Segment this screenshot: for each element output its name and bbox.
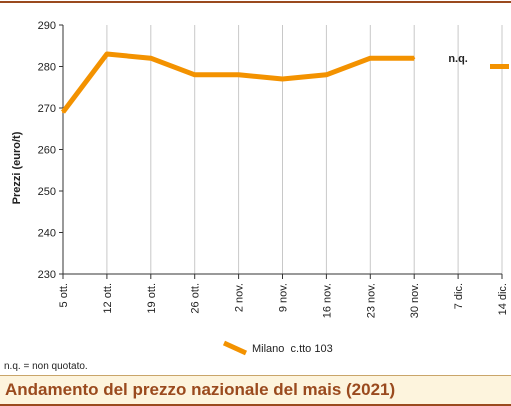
y-tick-label: 270 xyxy=(38,103,56,115)
legend-label: Milano c.tto 103 xyxy=(252,343,333,355)
not-quoted-annotation: n.q. xyxy=(448,53,468,65)
axes xyxy=(59,24,503,279)
data-point xyxy=(105,53,108,56)
data-point xyxy=(369,57,372,60)
legend: Milano c.tto 103 xyxy=(222,340,333,356)
line-chart: Prezzi (euro/t) 230 240 250 260 270 280 290 5 … xyxy=(11,20,509,356)
data-point xyxy=(413,57,416,60)
x-tick-label: 26 ott. xyxy=(190,283,202,314)
x-tick-label: 7 dic. xyxy=(453,283,465,309)
x-tick-label: 19 ott. xyxy=(146,283,158,314)
chart-title: Andamento del prezzo nazionale del mais … xyxy=(5,380,396,399)
y-tick-label: 240 xyxy=(38,228,56,240)
grid-lines xyxy=(106,25,503,274)
x-tick-label: 16 nov. xyxy=(321,283,333,318)
footnote: n.q. = non quotato. xyxy=(4,361,88,372)
y-tick-label: 290 xyxy=(38,20,56,32)
data-point xyxy=(193,73,196,76)
x-tick-label: 30 nov. xyxy=(409,283,421,318)
data-point xyxy=(325,73,328,76)
x-tick-label: 9 nov. xyxy=(278,283,290,312)
legend-swatch xyxy=(222,340,248,356)
data-point xyxy=(281,77,284,80)
top-rule xyxy=(0,1,511,3)
data-point xyxy=(62,111,64,114)
y-tick-labels: 230 240 250 260 270 280 290 xyxy=(38,20,56,281)
x-tick-label: 2 nov. xyxy=(234,283,246,312)
y-tick-label: 250 xyxy=(38,186,56,198)
title-bar: Andamento del prezzo nazionale del mais … xyxy=(0,375,511,406)
series-lines xyxy=(61,51,509,114)
x-tick-label: 14 dic. xyxy=(497,283,509,315)
data-point xyxy=(237,73,240,76)
x-tick-label: 23 nov. xyxy=(365,283,377,318)
x-tick-label: 5 ott. xyxy=(58,283,70,307)
title-rule xyxy=(0,404,511,406)
y-tick-label: 280 xyxy=(38,62,56,74)
x-tick-labels: 5 ott. 12 ott. 19 ott. 26 ott. 2 nov. 9 nov. 1… xyxy=(58,283,509,318)
data-point xyxy=(149,57,152,60)
data-point xyxy=(501,65,503,68)
y-tick-label: 230 xyxy=(38,269,56,281)
y-axis-title: Prezzi (euro/t) xyxy=(11,131,23,204)
x-tick-label: 12 ott. xyxy=(102,283,114,314)
y-tick-label: 260 xyxy=(38,145,56,157)
